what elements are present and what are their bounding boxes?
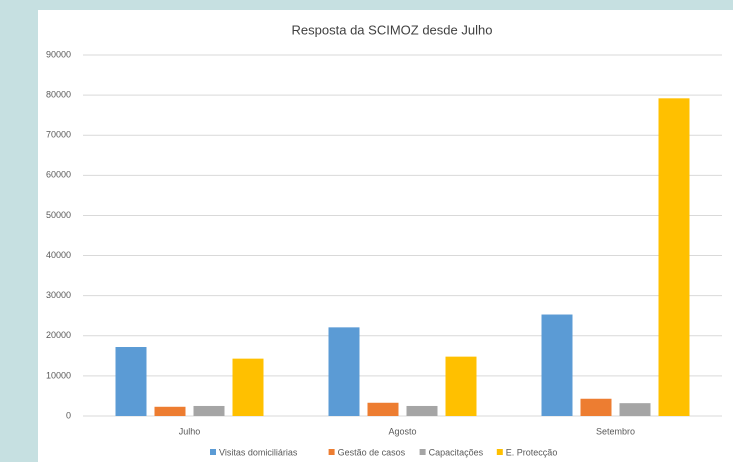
legend-label: Gestão de casos <box>338 447 406 457</box>
y-tick-label: 50000 <box>46 210 71 220</box>
bar <box>193 405 225 416</box>
legend-swatch <box>496 449 503 455</box>
y-tick-label: 0 <box>66 410 71 420</box>
chart-title: Resposta da SCIMOZ desde Julho <box>292 22 493 37</box>
bar <box>580 398 612 416</box>
y-tick-label: 80000 <box>46 89 71 99</box>
bar <box>619 403 651 416</box>
legend-swatch <box>328 449 335 455</box>
bar <box>406 405 438 416</box>
bar <box>445 356 477 416</box>
bar <box>328 327 360 416</box>
legend-swatch <box>419 449 426 455</box>
legend-label: E. Protecção <box>506 447 558 457</box>
bar <box>154 406 186 416</box>
y-tick-label: 40000 <box>46 250 71 260</box>
x-tick-label: Julho <box>179 426 201 436</box>
legend-label: Visitas domiciliárias <box>219 447 298 457</box>
y-tick-label: 20000 <box>46 330 71 340</box>
y-tick-label: 10000 <box>46 370 71 380</box>
bar <box>541 314 573 416</box>
chart-area <box>38 10 733 462</box>
y-tick-label: 90000 <box>46 49 71 59</box>
x-tick-label: Setembro <box>596 426 635 436</box>
bar <box>115 347 147 416</box>
legend-swatch <box>210 449 216 455</box>
x-tick-label: Agosto <box>388 426 416 436</box>
y-tick-label: 60000 <box>46 170 71 180</box>
bar <box>367 402 399 416</box>
bar <box>658 98 690 416</box>
bar <box>232 358 264 416</box>
y-tick-label: 70000 <box>46 130 71 140</box>
y-tick-label: 30000 <box>46 290 71 300</box>
legend-label: Capacitações <box>429 447 484 457</box>
